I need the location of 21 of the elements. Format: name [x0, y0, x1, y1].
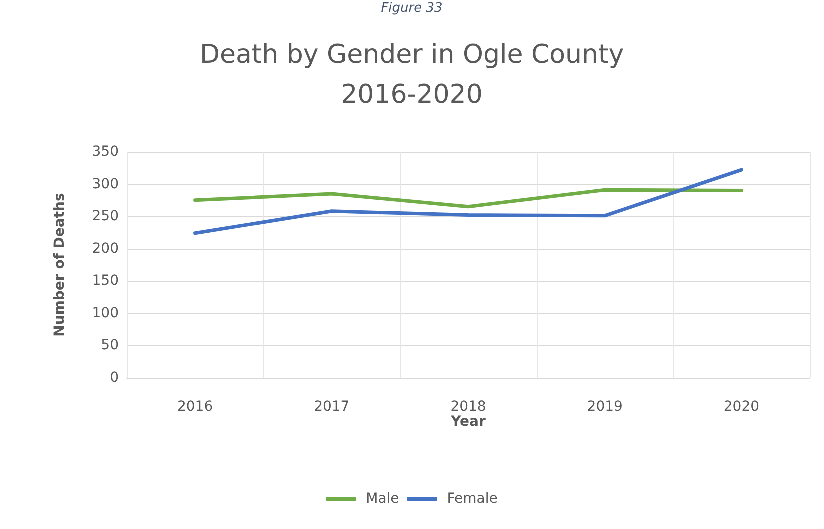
legend-label: Male [366, 491, 400, 507]
legend-label: Female [447, 491, 498, 507]
y-tick-label: 50 [101, 338, 119, 354]
y-tick-label: 0 [110, 370, 119, 386]
y-tick-label: 100 [92, 305, 119, 322]
y-tick-label: 150 [92, 273, 119, 290]
x-tick-label: 2016 [177, 399, 214, 415]
y-axis-title: Number of Deaths [52, 193, 68, 337]
caption: Figure 33 [381, 1, 443, 16]
y-tick-label: 350 [92, 144, 119, 160]
line-series [194, 168, 744, 236]
y-tick-label: 200 [92, 240, 119, 257]
x-tick-label: 2017 [314, 399, 350, 415]
y-tick-label: 250 [92, 208, 119, 225]
x-tick-label: 2019 [587, 399, 623, 415]
line-series [194, 188, 744, 209]
chart-title: Death by Gender in Ogle County 2016-2020 [200, 40, 624, 110]
x-tick-label: 2018 [450, 399, 486, 415]
x-axis-title: Year [450, 414, 486, 430]
x-tick-label: 2020 [724, 399, 760, 415]
y-tick-label: 300 [92, 176, 119, 192]
